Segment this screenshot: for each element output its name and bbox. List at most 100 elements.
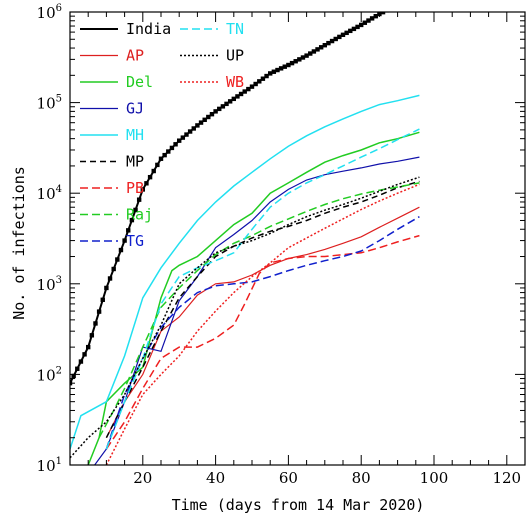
series-line-tg <box>105 216 420 450</box>
marker-india <box>96 309 102 314</box>
y-tick-label-exp: 3 <box>56 275 62 286</box>
y-tick-label-base: 10 <box>37 95 56 113</box>
marker-india <box>144 181 149 186</box>
marker-india <box>340 32 346 38</box>
marker-india <box>202 117 207 123</box>
series-line-del <box>87 131 420 465</box>
legend-label-gj: GJ <box>126 100 144 118</box>
marker-india <box>111 266 116 272</box>
x-tick-label: 60 <box>279 469 298 487</box>
marker-india <box>392 4 396 8</box>
x-tick-label: 20 <box>133 469 152 487</box>
marker-india <box>249 84 255 89</box>
marker-india <box>89 333 95 338</box>
marker-india <box>93 321 98 326</box>
y-tick-label: 103 <box>37 275 62 294</box>
marker-india <box>184 132 189 137</box>
marker-india <box>406 0 410 2</box>
x-tick-label: 120 <box>492 469 521 487</box>
marker-india <box>326 40 331 46</box>
y-tick-label-base: 10 <box>37 185 56 203</box>
legend-label-pb: PB <box>126 179 144 197</box>
marker-india <box>395 3 399 7</box>
marker-india <box>293 59 298 64</box>
y-tick-label-exp: 6 <box>56 3 62 14</box>
series-line-mh <box>70 94 420 450</box>
plot-frame <box>69 11 526 466</box>
marker-india <box>257 79 262 84</box>
marker-india <box>329 38 335 44</box>
marker-india <box>282 64 287 69</box>
y-tick-label-exp: 2 <box>56 365 62 376</box>
y-tick-label: 104 <box>37 184 62 203</box>
marker-india <box>129 217 135 223</box>
marker-india <box>318 45 324 50</box>
marker-india <box>235 94 240 99</box>
marker-india <box>333 36 338 42</box>
marker-india <box>246 86 251 92</box>
marker-india <box>399 1 403 5</box>
legend-label-up: UP <box>226 47 244 65</box>
marker-india <box>278 66 284 71</box>
marker-india <box>213 109 218 114</box>
marker-india <box>104 285 109 291</box>
marker-india <box>158 156 164 161</box>
marker-india <box>173 142 178 147</box>
marker-india <box>166 149 171 154</box>
marker-india <box>162 152 167 158</box>
y-tick-label-base: 10 <box>37 457 56 475</box>
series-line-mp <box>105 180 420 439</box>
marker-india <box>403 0 407 4</box>
legend-label-del: Del <box>126 73 153 91</box>
marker-india <box>206 114 211 120</box>
marker-india <box>275 67 280 73</box>
marker-india <box>115 257 120 262</box>
marker-india <box>348 28 353 34</box>
marker-india <box>151 168 156 174</box>
marker-india <box>308 51 313 56</box>
x-tick-label: 40 <box>206 469 225 487</box>
marker-india <box>122 238 127 243</box>
marker-india <box>177 138 182 143</box>
marker-india <box>366 18 371 23</box>
marker-india <box>147 174 153 180</box>
marker-india <box>238 91 244 97</box>
marker-india <box>359 22 364 28</box>
y-tick-label-base: 10 <box>37 366 56 384</box>
marker-india <box>169 145 175 151</box>
marker-india <box>297 57 302 62</box>
legend-label-india: India <box>126 20 171 38</box>
marker-india <box>209 111 215 117</box>
marker-india <box>362 20 368 25</box>
marker-india <box>118 247 124 253</box>
marker-india <box>198 120 204 125</box>
y-tick-label: 106 <box>37 3 62 22</box>
y-tick-label-exp: 4 <box>56 184 62 195</box>
marker-india <box>380 12 386 15</box>
marker-india <box>224 101 229 107</box>
legend: India AP Del GJ MH MP PB Raj TG TN UP WB <box>80 20 244 250</box>
y-tick-label-base: 10 <box>37 276 56 294</box>
marker-india <box>86 344 91 350</box>
marker-india <box>289 60 295 66</box>
legend-label-wb: WB <box>226 73 244 91</box>
marker-india <box>78 359 84 364</box>
marker-india <box>75 366 80 371</box>
series-line-pb <box>105 234 420 450</box>
marker-india <box>373 13 378 19</box>
x-tick-label: 80 <box>352 469 371 487</box>
series-line-wb <box>105 183 420 465</box>
marker-india <box>388 6 392 10</box>
marker-india <box>286 62 291 68</box>
marker-india <box>260 76 266 81</box>
marker-india <box>100 297 105 302</box>
marker-india <box>300 55 306 60</box>
marker-india <box>187 129 193 134</box>
marker-india <box>344 30 349 36</box>
marker-india <box>351 26 357 32</box>
legend-label-mh: MH <box>126 126 144 144</box>
legend-label-tn: TN <box>226 20 244 38</box>
marker-india <box>322 43 327 48</box>
marker-india <box>136 197 142 202</box>
